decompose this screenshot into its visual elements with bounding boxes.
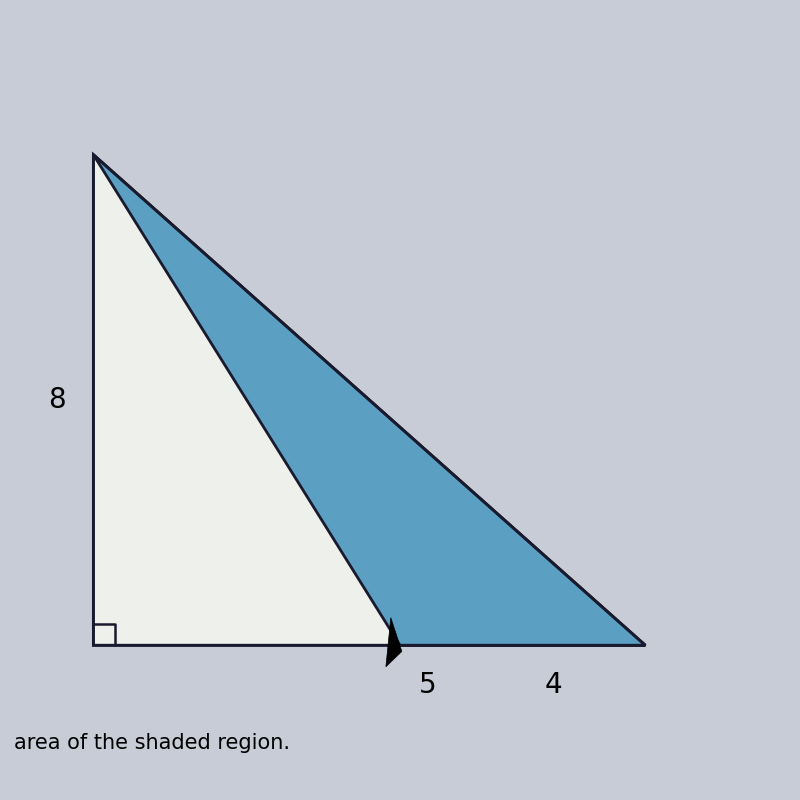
Text: area of the shaded region.: area of the shaded region. — [14, 734, 290, 754]
Text: 5: 5 — [418, 671, 436, 699]
Polygon shape — [94, 154, 646, 646]
Polygon shape — [94, 154, 646, 646]
Text: 4: 4 — [545, 671, 562, 699]
Text: 8: 8 — [48, 386, 66, 414]
Polygon shape — [386, 618, 402, 666]
